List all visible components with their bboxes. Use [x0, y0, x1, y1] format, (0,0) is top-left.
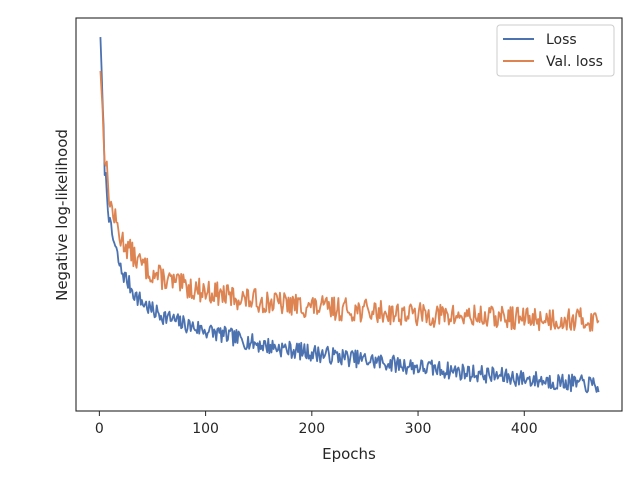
- plot-frame: [75, 17, 623, 412]
- x-tick-label: 0: [95, 421, 104, 437]
- series-group: [99, 37, 600, 394]
- legend-label-val-loss: Val. loss: [546, 54, 603, 70]
- series-line-val-loss: [99, 70, 600, 332]
- x-tick-label: 200: [298, 421, 325, 437]
- series-line-loss: [99, 37, 600, 394]
- y-axis-title: Negative log-likelihood: [53, 129, 71, 301]
- legend: Loss Val. loss: [496, 24, 615, 77]
- x-axis-ticks: 0 100 200 300 400: [95, 411, 538, 437]
- plot-area: [76, 18, 622, 411]
- legend-box: [496, 24, 615, 77]
- x-tick-label: 100: [192, 421, 219, 437]
- x-tick-label: 400: [511, 421, 538, 437]
- legend-label-loss: Loss: [546, 32, 577, 48]
- x-axis-title: Epochs: [322, 445, 376, 463]
- x-tick-label: 300: [405, 421, 432, 437]
